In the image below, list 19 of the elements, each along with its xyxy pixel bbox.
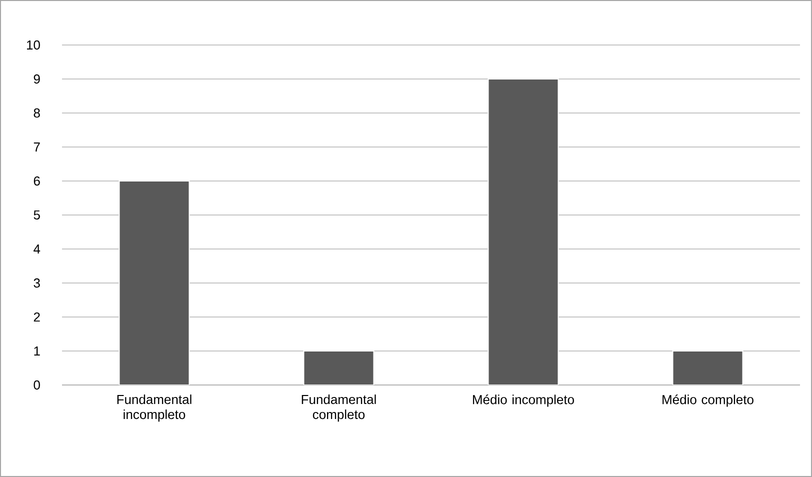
- x-tick-label: Médio incompleto: [473, 394, 574, 407]
- y-tick-label: 4: [34, 244, 40, 254]
- y-tick-label: 2: [34, 312, 40, 322]
- y-tick-label: 1: [34, 346, 40, 356]
- y-tick-label: 10: [27, 40, 40, 50]
- bar: [303, 350, 374, 385]
- y-tick-label: 5: [34, 210, 40, 220]
- y-tick-label: 3: [34, 278, 40, 288]
- bar: [672, 350, 744, 385]
- y-tick-label: 6: [34, 176, 40, 186]
- y-tick-label: 9: [34, 74, 40, 84]
- x-tick-label: Médio completo: [662, 394, 754, 407]
- y-tick-label: 7: [34, 142, 40, 152]
- bar: [118, 180, 190, 385]
- x-tick-label: Fundamental incompleto: [117, 394, 192, 422]
- y-tick-label: 8: [34, 108, 40, 118]
- x-tick-label: Fundamental completo: [302, 394, 376, 422]
- y-tick-label: 0: [34, 380, 40, 390]
- bar: [488, 78, 559, 385]
